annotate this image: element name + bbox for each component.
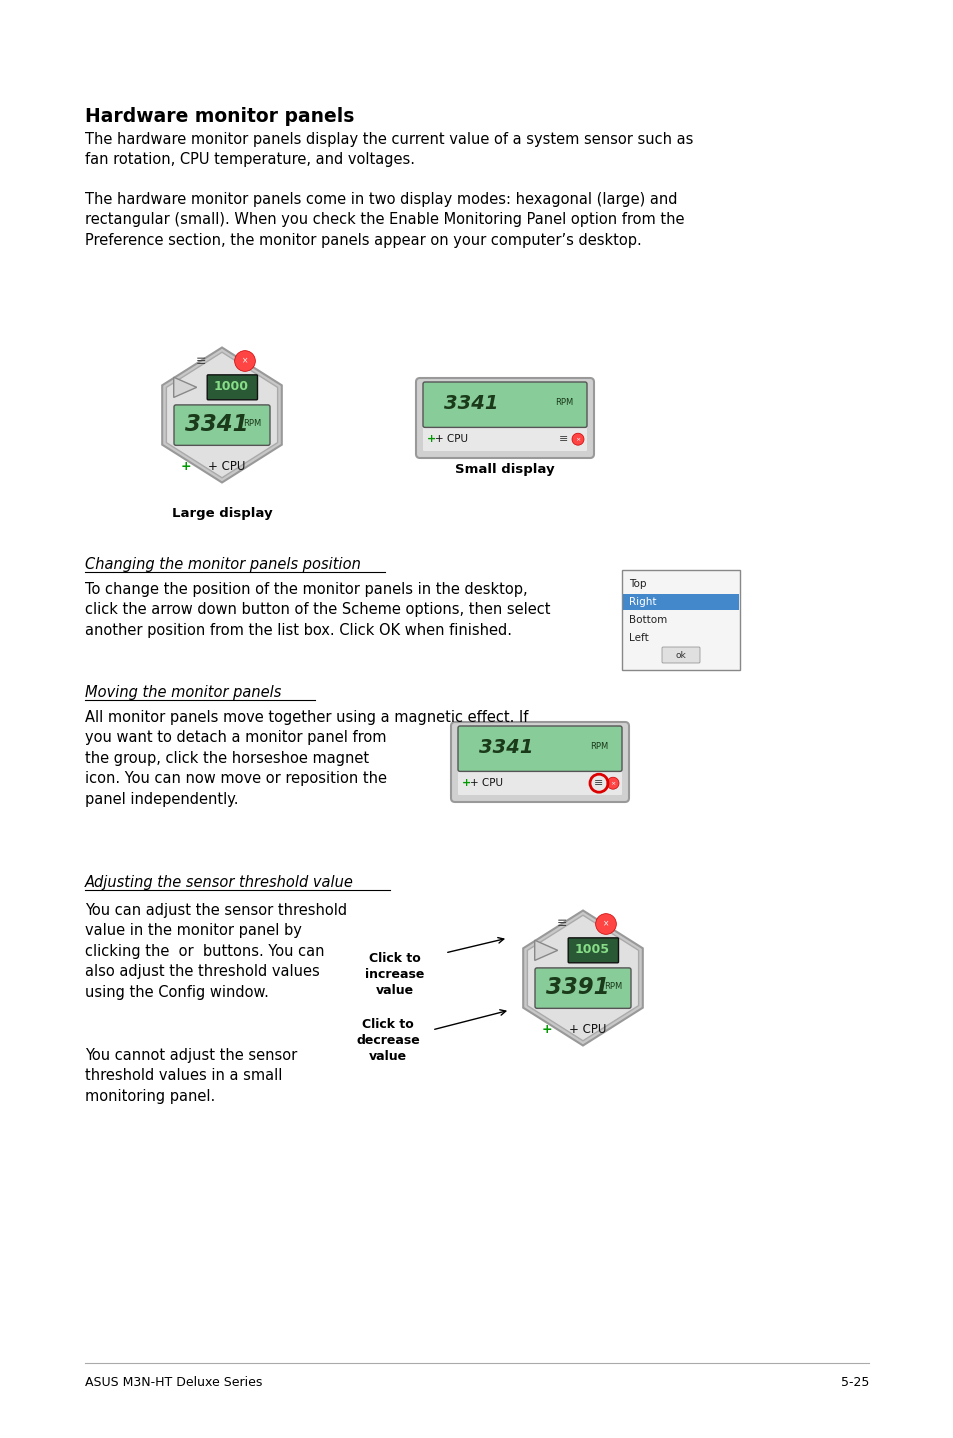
Circle shape bbox=[606, 777, 618, 789]
Text: ≡: ≡ bbox=[558, 434, 568, 444]
Text: ASUS M3N-HT Deluxe Series: ASUS M3N-HT Deluxe Series bbox=[85, 1376, 262, 1389]
Text: 3391: 3391 bbox=[546, 976, 609, 999]
Text: Adjusting the sensor threshold value: Adjusting the sensor threshold value bbox=[85, 874, 354, 890]
Text: To change the position of the monitor panels in the desktop,
click the arrow dow: To change the position of the monitor pa… bbox=[85, 582, 550, 638]
Text: ×: × bbox=[575, 437, 580, 441]
Bar bbox=[622, 594, 739, 610]
Polygon shape bbox=[522, 910, 642, 1045]
Text: ×: × bbox=[610, 781, 615, 785]
Bar bbox=[621, 569, 740, 670]
FancyBboxPatch shape bbox=[451, 722, 628, 802]
Text: ≡: ≡ bbox=[196, 355, 207, 368]
Text: Right: Right bbox=[628, 597, 656, 607]
Polygon shape bbox=[166, 352, 277, 477]
Text: 3341: 3341 bbox=[185, 413, 249, 436]
Text: 1000: 1000 bbox=[213, 381, 249, 394]
FancyBboxPatch shape bbox=[173, 406, 270, 446]
Text: Left: Left bbox=[628, 633, 648, 643]
Polygon shape bbox=[534, 940, 558, 961]
Text: + CPU: + CPU bbox=[569, 1022, 606, 1035]
FancyBboxPatch shape bbox=[661, 647, 700, 663]
FancyBboxPatch shape bbox=[457, 726, 621, 771]
FancyBboxPatch shape bbox=[568, 938, 618, 963]
Text: ok: ok bbox=[675, 650, 685, 660]
Circle shape bbox=[595, 913, 616, 935]
FancyBboxPatch shape bbox=[422, 383, 586, 427]
Text: ≡: ≡ bbox=[594, 778, 603, 788]
Text: Bottom: Bottom bbox=[628, 615, 666, 626]
Text: Large display: Large display bbox=[172, 508, 272, 521]
Text: ×: × bbox=[241, 357, 248, 365]
Text: +: + bbox=[461, 778, 471, 788]
Text: 5-25: 5-25 bbox=[840, 1376, 868, 1389]
Text: You cannot adjust the sensor
threshold values in a small
monitoring panel.: You cannot adjust the sensor threshold v… bbox=[85, 1048, 297, 1104]
Text: RPM: RPM bbox=[589, 742, 608, 751]
FancyBboxPatch shape bbox=[535, 968, 630, 1008]
Text: All monitor panels move together using a magnetic effect. If
you want to detach : All monitor panels move together using a… bbox=[85, 710, 528, 807]
Text: 3341: 3341 bbox=[443, 394, 498, 413]
Text: ≡: ≡ bbox=[557, 917, 567, 930]
Polygon shape bbox=[173, 377, 196, 397]
Text: Small display: Small display bbox=[455, 463, 555, 476]
Text: ×: × bbox=[602, 919, 609, 929]
Text: Changing the monitor panels position: Changing the monitor panels position bbox=[85, 557, 360, 572]
Circle shape bbox=[572, 433, 583, 446]
FancyBboxPatch shape bbox=[416, 378, 594, 457]
Text: + CPU: + CPU bbox=[208, 460, 245, 473]
Text: +: + bbox=[180, 460, 191, 473]
FancyBboxPatch shape bbox=[207, 375, 257, 400]
Text: The hardware monitor panels come in two display modes: hexagonal (large) and
rec: The hardware monitor panels come in two … bbox=[85, 193, 684, 247]
Text: + CPU: + CPU bbox=[435, 434, 468, 444]
Text: Click to
decrease
value: Click to decrease value bbox=[355, 1018, 419, 1063]
Text: You can adjust the sensor threshold
value in the monitor panel by
clicking the  : You can adjust the sensor threshold valu… bbox=[85, 903, 347, 999]
Text: +: + bbox=[541, 1022, 552, 1035]
Circle shape bbox=[234, 351, 255, 371]
Polygon shape bbox=[162, 348, 281, 483]
Text: 3341: 3341 bbox=[478, 738, 533, 758]
Text: + CPU: + CPU bbox=[470, 778, 502, 788]
Text: Moving the monitor panels: Moving the monitor panels bbox=[85, 684, 281, 700]
Text: The hardware monitor panels display the current value of a system sensor such as: The hardware monitor panels display the … bbox=[85, 132, 693, 167]
Text: RPM: RPM bbox=[243, 418, 261, 427]
Text: Top: Top bbox=[628, 580, 646, 590]
Polygon shape bbox=[527, 915, 638, 1041]
Text: +: + bbox=[427, 434, 436, 444]
FancyBboxPatch shape bbox=[422, 427, 586, 452]
Text: RPM: RPM bbox=[555, 398, 573, 407]
Text: Hardware monitor panels: Hardware monitor panels bbox=[85, 106, 354, 127]
FancyBboxPatch shape bbox=[457, 771, 621, 795]
Text: Click to
increase
value: Click to increase value bbox=[365, 952, 424, 997]
Text: 1005: 1005 bbox=[575, 943, 609, 956]
Text: RPM: RPM bbox=[603, 982, 621, 991]
